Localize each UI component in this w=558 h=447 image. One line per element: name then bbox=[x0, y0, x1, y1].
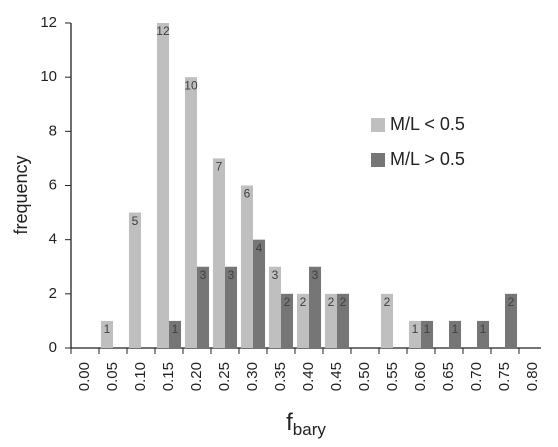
value-label: 3 bbox=[272, 268, 279, 282]
value-label: 3 bbox=[228, 268, 235, 282]
value-label: 1 bbox=[480, 322, 487, 336]
x-tick-label: 0.60 bbox=[412, 362, 429, 391]
value-label: 2 bbox=[340, 295, 347, 309]
x-tick-label: 0.45 bbox=[328, 362, 345, 391]
value-label: 3 bbox=[312, 268, 319, 282]
value-label: 1 bbox=[452, 322, 459, 336]
x-tick-label: 0.10 bbox=[132, 362, 149, 391]
x-tick-label: 0.15 bbox=[160, 362, 177, 391]
bar bbox=[296, 293, 309, 348]
value-label: 2 bbox=[384, 295, 391, 309]
x-axis-label: fbary bbox=[286, 409, 326, 439]
y-tick-label: 12 bbox=[40, 14, 57, 31]
x-tick-label: 0.50 bbox=[356, 362, 373, 391]
value-label: 12 bbox=[156, 24, 170, 38]
y-tick-label: 10 bbox=[40, 68, 57, 85]
x-tick-label: 0.30 bbox=[244, 362, 261, 391]
y-tick-label: 8 bbox=[49, 122, 57, 139]
value-label: 4 bbox=[256, 241, 263, 255]
x-tick-label: 0.00 bbox=[76, 362, 93, 391]
bar bbox=[449, 320, 462, 348]
value-label: 7 bbox=[216, 160, 223, 174]
value-label: 2 bbox=[508, 295, 515, 309]
value-label: 1 bbox=[412, 322, 419, 336]
x-tick-label: 0.65 bbox=[440, 362, 457, 391]
value-label: 1 bbox=[172, 322, 179, 336]
y-tick-label: 6 bbox=[49, 176, 57, 193]
value-label: 1 bbox=[424, 322, 431, 336]
y-tick-label: 0 bbox=[49, 339, 57, 356]
value-label: 1 bbox=[104, 322, 111, 336]
bar bbox=[268, 266, 281, 348]
x-tick-label: 0.20 bbox=[188, 362, 205, 391]
bar bbox=[197, 266, 210, 348]
bar bbox=[253, 239, 266, 348]
x-tick-label: 0.05 bbox=[104, 362, 121, 391]
value-label: 10 bbox=[184, 78, 198, 92]
bar bbox=[100, 320, 113, 348]
y-tick-label: 2 bbox=[49, 285, 57, 302]
x-tick-label: 0.75 bbox=[496, 362, 513, 391]
value-label: 3 bbox=[200, 268, 207, 282]
bar bbox=[225, 266, 238, 348]
bar bbox=[128, 212, 141, 348]
legend-label: M/L > 0.5 bbox=[390, 149, 465, 169]
x-axis-label-sub: bary bbox=[293, 420, 327, 439]
y-tick-label: 4 bbox=[49, 231, 57, 248]
x-tick-label: 0.40 bbox=[300, 362, 317, 391]
bar bbox=[240, 185, 253, 348]
legend-swatch bbox=[371, 118, 385, 132]
bar bbox=[380, 293, 393, 348]
bar bbox=[477, 320, 490, 348]
x-tick-label: 0.80 bbox=[524, 362, 541, 391]
legend-swatch bbox=[371, 153, 385, 167]
bar bbox=[169, 320, 182, 348]
bar bbox=[309, 266, 322, 348]
bar bbox=[324, 293, 337, 348]
bar bbox=[212, 158, 225, 348]
value-label: 2 bbox=[300, 295, 307, 309]
bar bbox=[505, 293, 518, 348]
x-tick-label: 0.35 bbox=[272, 362, 289, 391]
bar bbox=[421, 320, 434, 348]
value-label: 2 bbox=[284, 295, 291, 309]
value-label: 5 bbox=[132, 214, 139, 228]
x-axis-label-main: f bbox=[286, 409, 293, 436]
bar bbox=[281, 293, 294, 348]
bar bbox=[156, 23, 169, 348]
y-axis-label: frequency bbox=[11, 155, 31, 234]
x-tick-label: 0.55 bbox=[384, 362, 401, 391]
x-tick-label: 0.70 bbox=[468, 362, 485, 391]
x-tick-label: 0.25 bbox=[216, 362, 233, 391]
value-label: 2 bbox=[328, 295, 335, 309]
bar bbox=[408, 320, 421, 348]
bar bbox=[184, 77, 197, 349]
value-label: 6 bbox=[244, 187, 251, 201]
bar bbox=[337, 293, 350, 348]
legend-label: M/L < 0.5 bbox=[390, 114, 465, 134]
